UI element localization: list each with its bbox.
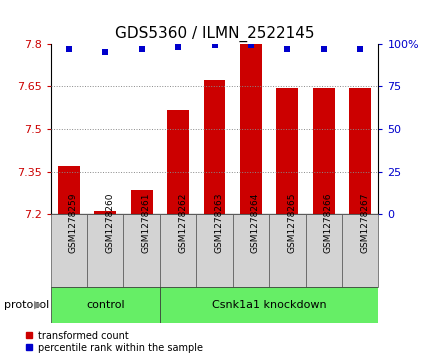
Bar [240,44,262,214]
Point [284,46,291,52]
Text: control: control [86,300,125,310]
Text: GSM1278266: GSM1278266 [324,193,333,253]
Legend: transformed count, percentile rank within the sample: transformed count, percentile rank withi… [22,327,206,356]
Point [65,46,72,52]
Text: GSM1278264: GSM1278264 [251,193,260,253]
Bar [51,287,160,323]
Text: GSM1278259: GSM1278259 [69,193,78,253]
Bar [204,80,225,214]
Bar [124,214,160,287]
Text: GSM1278262: GSM1278262 [178,193,187,253]
Bar [167,110,189,214]
Text: GSM1278260: GSM1278260 [105,193,114,253]
Text: GSM1278263: GSM1278263 [215,193,224,253]
Bar [87,214,124,287]
Text: Csnk1a1 knockdown: Csnk1a1 knockdown [212,300,326,310]
Bar [233,214,269,287]
Bar [269,214,305,287]
Bar [94,211,116,214]
Bar [160,287,378,323]
Point [357,46,364,52]
Point [247,42,254,48]
Text: GSM1278267: GSM1278267 [360,193,369,253]
Bar [160,214,196,287]
Point [320,46,327,52]
Bar [276,87,298,214]
Bar [58,166,80,214]
Bar [196,214,233,287]
Bar [131,190,153,214]
Point [175,44,182,50]
Title: GDS5360 / ILMN_2522145: GDS5360 / ILMN_2522145 [115,26,314,42]
Point [211,42,218,48]
Text: GSM1278265: GSM1278265 [287,193,297,253]
Text: protocol: protocol [4,300,50,310]
Text: ▶: ▶ [34,300,43,310]
Point [102,49,109,55]
Bar [313,87,335,214]
Bar [51,214,87,287]
Bar [342,214,378,287]
Text: GSM1278261: GSM1278261 [142,193,150,253]
Bar [305,214,342,287]
Bar [349,87,371,214]
Point [138,46,145,52]
